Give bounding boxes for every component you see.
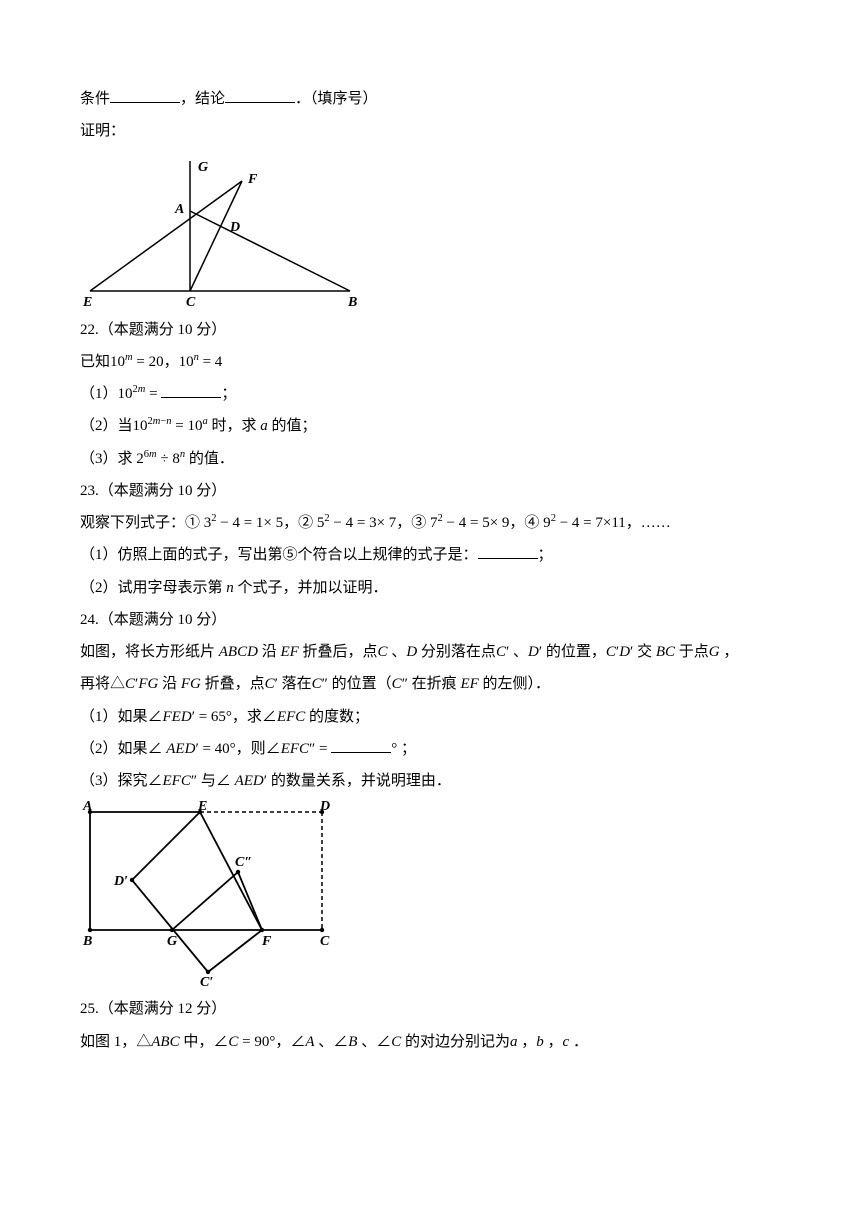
q21-text-2: ，结论 xyxy=(180,91,225,107)
svg-text:F: F xyxy=(261,934,272,949)
q23-obs: 观察下列式子：① 32 − 4 = 1× 5，② 52 − 4 = 3× 7，③… xyxy=(80,510,790,536)
q24-figure: A E D B G F C D′ C′ C″ xyxy=(80,800,790,990)
q23-header: 23.（本题满分 10 分） xyxy=(80,478,790,504)
q22-header: 22.（本题满分 10 分） xyxy=(80,317,790,343)
q22-p1-blank[interactable] xyxy=(161,382,221,398)
svg-text:G: G xyxy=(198,160,208,175)
svg-text:C″: C″ xyxy=(235,855,252,870)
q23-p1-text: （1）仿照上面的式子，写出第⑤个符合以上规律的式子是： xyxy=(80,547,478,563)
q25-header: 25.（本题满分 12 分） xyxy=(80,996,790,1022)
q21-blank-conclusion[interactable] xyxy=(225,87,295,103)
q25-desc: 如图 1，△ABC 中，∠C = 90°，∠A 、∠B 、∠C 的对边分别记为a… xyxy=(80,1029,790,1055)
q24-p2-deg: ° ； xyxy=(391,741,416,757)
q22-p3: （3）求 26m ÷ 8n 的值． xyxy=(80,446,790,472)
q24-p3: （3）探究∠EFC″ 与∠ AED′ 的数量关系，并说明理由． xyxy=(80,768,790,794)
svg-text:C′: C′ xyxy=(200,975,213,990)
q24-desc2: 再将△C′FG 沿 FG 折叠，点C′ 落在C″ 的位置（C″ 在折痕 EF 的… xyxy=(80,671,790,697)
q21-figure: E C B A D F G xyxy=(80,151,790,311)
q21-text-3: ．（填序号） xyxy=(295,91,378,107)
q24-p2: （2）如果∠ AED′ = 40°，则∠EFC″ = ° ； xyxy=(80,736,790,762)
q22-p1: （1）102m = ； xyxy=(80,381,790,407)
q24-desc1: 如图，将长方形纸片 ABCD 沿 EF 折叠后，点C 、D 分别落在点C′ 、D… xyxy=(80,639,790,665)
svg-text:C: C xyxy=(186,295,196,310)
svg-text:B: B xyxy=(82,934,92,949)
q21-proof-label: 证明： xyxy=(80,118,790,144)
q22-given: 已知10m = 20，10n = 4 xyxy=(80,349,790,375)
svg-text:B: B xyxy=(347,295,357,310)
q23-p2: （2）试用字母表示第 n 个式子，并加以证明． xyxy=(80,575,790,601)
q24-p2-text: （2）如果∠ AED′ = 40°，则∠EFC″ = xyxy=(80,741,331,757)
svg-text:D′: D′ xyxy=(113,874,128,889)
q24-header: 24.（本题满分 10 分） xyxy=(80,607,790,633)
q23-p1-semi: ； xyxy=(538,547,553,563)
svg-text:D: D xyxy=(229,220,240,235)
q22-p1-text: （1）102m = xyxy=(80,386,161,402)
q24-p2-blank[interactable] xyxy=(331,737,391,753)
svg-text:G: G xyxy=(167,934,177,949)
svg-text:E: E xyxy=(82,295,92,310)
svg-text:C: C xyxy=(320,934,330,949)
q22-p2: （2）当102m−n = 10a 时，求 a 的值； xyxy=(80,413,790,439)
q22-p1-semi: ； xyxy=(221,386,236,402)
q21-blank-condition[interactable] xyxy=(110,87,180,103)
svg-text:F: F xyxy=(247,172,258,187)
svg-text:A: A xyxy=(174,202,184,217)
q23-p1: （1）仿照上面的式子，写出第⑤个符合以上规律的式子是： ； xyxy=(80,542,790,568)
q24-p1: （1）如果∠FED′ = 65°，求∠EFC 的度数； xyxy=(80,704,790,730)
q21-text-1: 条件 xyxy=(80,91,110,107)
q23-p1-blank[interactable] xyxy=(478,543,538,559)
q21-blank-line: 条件 ，结论 ．（填序号） xyxy=(80,86,790,112)
